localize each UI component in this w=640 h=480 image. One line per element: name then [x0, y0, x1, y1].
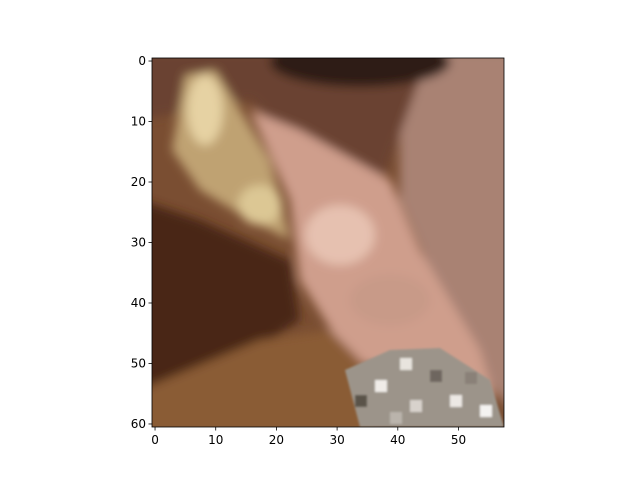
x-tick-label: 10 — [208, 433, 223, 447]
y-tick-label: 0 — [138, 54, 146, 68]
x-tick-label: 40 — [390, 433, 405, 447]
y-tick-label: 10 — [131, 115, 146, 129]
y-tick-label: 60 — [131, 417, 146, 431]
x-tick-label: 50 — [451, 433, 466, 447]
y-tick-label: 30 — [131, 236, 146, 250]
image — [152, 58, 504, 427]
x-tick-label: 30 — [329, 433, 344, 447]
y-tick-label: 20 — [131, 175, 146, 189]
x-tick-label: 0 — [151, 433, 159, 447]
y-tick-label: 50 — [131, 356, 146, 370]
x-tick-label: 20 — [269, 433, 284, 447]
y-tick-label: 40 — [131, 296, 146, 310]
